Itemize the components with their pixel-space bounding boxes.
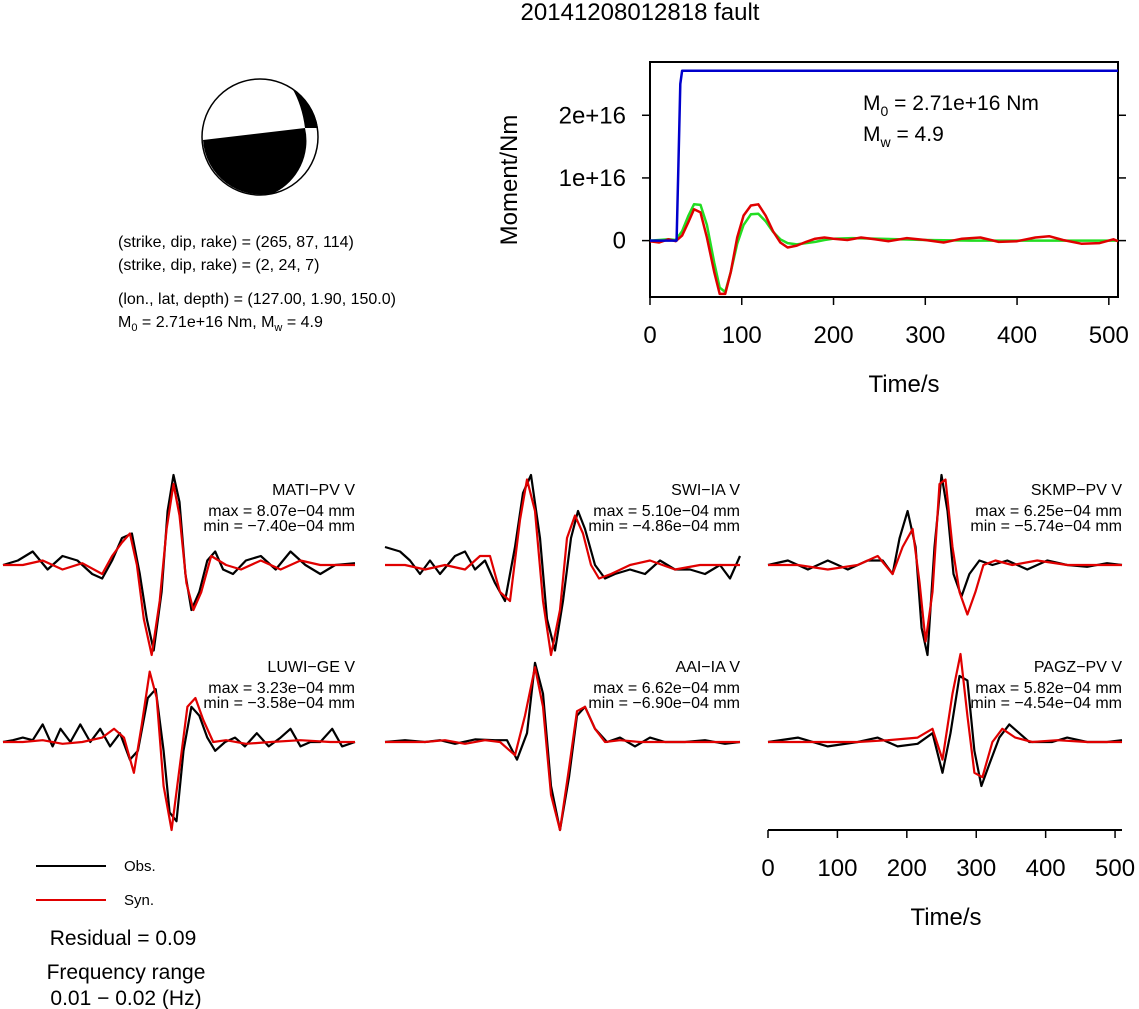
waveform-x-tick-label: 500 (1095, 855, 1135, 882)
station-min-label: min = −5.74e−04 mm (970, 518, 1122, 535)
legend-obs-label: Obs. (124, 858, 156, 875)
observed-waveform (767, 674, 1123, 788)
station-min-label: min = −6.90e−04 mm (588, 695, 740, 712)
moment-y-tick-label: 0 (613, 228, 626, 255)
moment-x-tick-label: 500 (1089, 322, 1129, 349)
mechanism-line-1: (strike, dip, rake) = (265, 87, 114) (118, 234, 354, 251)
moment-x-tick-label: 200 (814, 322, 854, 349)
station-max-label: max = 8.07e−04 mm (208, 503, 355, 520)
mechanism-line-2: (strike, dip, rake) = (2, 24, 7) (118, 257, 319, 274)
station-label: PAGZ−PV V (1034, 659, 1123, 676)
moment-y-tick-label: 2e+16 (559, 102, 626, 129)
synthetic-waveform (385, 478, 740, 657)
station-max-label: max = 5.82e−04 mm (975, 680, 1122, 697)
observed-waveform (2, 473, 356, 652)
legend: Obs. Syn. (36, 858, 156, 909)
focal-mechanism-beachball (201, 78, 319, 196)
station-max-label: max = 5.10e−04 mm (593, 503, 740, 520)
mechanism-line-3: (lon., lat, depth) = (127.00, 1.90, 150.… (118, 291, 396, 308)
moment-rate-synthetic-line (649, 203, 1119, 296)
synthetic-waveform (3, 670, 355, 832)
legend-syn-label: Syn. (124, 892, 154, 909)
observed-waveform (384, 473, 742, 652)
station-max-label: max = 3.23e−04 mm (208, 680, 355, 697)
moment-x-axis-label: Time/s (868, 371, 939, 398)
cumulative-moment-line (650, 69, 1118, 242)
waveform-x-tick-label: 300 (956, 855, 996, 882)
waveform-x-tick-label: 100 (817, 855, 857, 882)
waveform-x-axis-label: Time/s (910, 904, 981, 931)
station-label: SKMP−PV V (1031, 482, 1122, 499)
moment-m0-label: M0 = 2.71e+16 Nm (863, 92, 1039, 119)
synthetic-waveform (3, 482, 355, 657)
frequency-range-label: Frequency range (47, 961, 206, 984)
synthetic-waveform (768, 478, 1122, 643)
figure-title: 20141208012818 fault (521, 0, 760, 26)
moment-plot-frame (649, 61, 1119, 298)
moment-x-tick-label: 400 (997, 322, 1037, 349)
synthetic-waveform (385, 666, 740, 832)
moment-y-axis-label: Moment/Nm (496, 115, 523, 246)
station-label: AAI−IA V (676, 659, 741, 676)
station-label: LUWI−GE V (267, 659, 355, 676)
moment-y-tick-label: 1e+16 (559, 165, 626, 192)
frequency-range-value: 0.01 − 0.02 (Hz) (50, 987, 201, 1009)
moment-mw-label: Mw = 4.9 (863, 123, 944, 150)
moment-function-panel: 0 100 200 300 400 500 0 1e+16 2e+16 Time/s Moment/… (496, 61, 1129, 398)
station-min-label: min = −4.86e−04 mm (588, 518, 740, 535)
moment-x-tick-label: 100 (722, 322, 762, 349)
station-max-label: max = 6.62e−04 mm (593, 680, 740, 697)
station-label: SWI−IA V (671, 482, 740, 499)
station-label: MATI−PV V (272, 482, 355, 499)
moment-rate-fit-line (649, 203, 1118, 294)
waveform-x-tick-label: 0 (761, 855, 774, 882)
station-min-label: min = −3.58e−04 mm (203, 695, 355, 712)
moment-x-tick-label: 0 (643, 322, 656, 349)
moment-x-tick-label: 300 (905, 322, 945, 349)
station-min-label: min = −7.40e−04 mm (203, 518, 355, 535)
station-max-label: max = 6.25e−04 mm (975, 503, 1122, 520)
waveform-x-tick-label: 200 (887, 855, 927, 882)
waveform-x-tick-label: 400 (1026, 855, 1066, 882)
mechanism-line-4: M0 = 2.71e+16 Nm, Mw = 4.9 (118, 314, 323, 334)
synthetic-waveform (768, 652, 1122, 779)
residual-label: Residual = 0.09 (50, 927, 197, 950)
station-min-label: min = −4.54e−04 mm (970, 695, 1122, 712)
